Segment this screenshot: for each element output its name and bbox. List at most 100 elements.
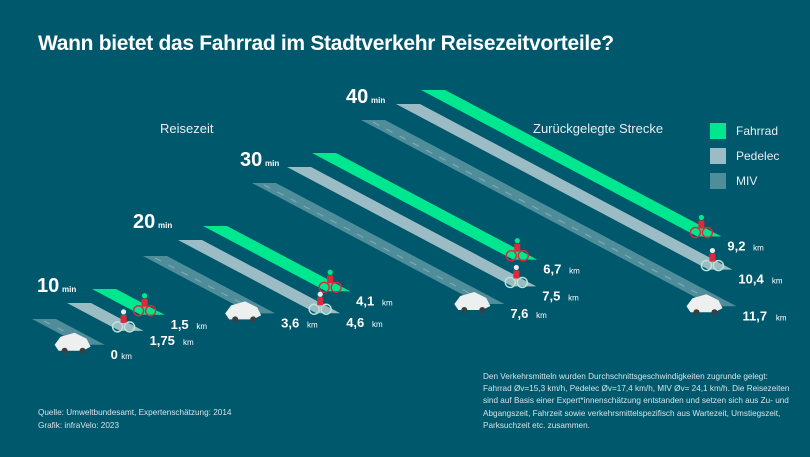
- cyclist-helmet-icon: [317, 291, 323, 297]
- legend-swatch-pedelec: [710, 147, 726, 164]
- time-unit: min: [265, 159, 279, 168]
- bicycle-wheel-icon: [111, 321, 124, 333]
- distance-unit: km: [569, 267, 580, 276]
- distance-value: 6,7: [543, 262, 561, 277]
- stripe-miv: [32, 319, 105, 345]
- time-unit: min: [62, 285, 76, 294]
- distance-label: Zurückgelegte Strecke: [533, 121, 664, 136]
- time-label: 10: [37, 275, 59, 297]
- road-center-line: [372, 121, 719, 305]
- stripe-pedelec: [287, 167, 537, 287]
- distance-unit: km: [568, 293, 579, 302]
- distance-unit: km: [382, 298, 393, 307]
- road-center-line: [263, 184, 487, 303]
- cyclist-helmet-icon: [709, 247, 716, 254]
- stripe-fahrrad: [312, 153, 538, 260]
- cyclist-helmet-icon: [327, 269, 333, 275]
- bicycle-wheel-icon: [132, 305, 145, 317]
- legend-label: Fahrrad: [736, 123, 779, 138]
- distance-unit: km: [772, 277, 783, 286]
- cyclist-helmet-icon: [120, 309, 127, 315]
- stripe-miv: [252, 183, 505, 305]
- bicycle-wheel-icon: [700, 259, 713, 272]
- distance-value: 0: [111, 347, 118, 362]
- car-wheel-icon: [232, 316, 239, 323]
- car-wheel-icon: [479, 307, 486, 314]
- time-label: 30: [240, 149, 262, 171]
- legend-label: MIV: [736, 173, 758, 188]
- bicycle-wheel-icon: [330, 281, 342, 293]
- bicycle-wheel-icon: [123, 321, 136, 333]
- bicycle-wheel-icon: [701, 226, 714, 239]
- bicycle-wheel-icon: [504, 276, 517, 289]
- car-icon: [686, 294, 723, 313]
- legend-item-miv: MIV: [710, 168, 779, 193]
- distance-value: 7,5: [542, 288, 560, 303]
- time-unit: min: [158, 221, 172, 230]
- source-line: Quelle: Umweltbundesamt, Expertenschätzu…: [38, 408, 232, 417]
- bicycle-wheel-icon: [689, 226, 702, 239]
- stripe-fahrrad: [421, 90, 722, 237]
- distance-unit: km: [753, 243, 764, 252]
- legend-swatch-fahrrad: [710, 122, 726, 139]
- distance-unit: km: [121, 352, 132, 361]
- legend-item-fahrrad: Fahrrad: [710, 118, 779, 143]
- distance-unit: km: [183, 338, 194, 347]
- bicycle-wheel-icon: [320, 303, 332, 315]
- car-icon: [54, 332, 91, 351]
- distance-unit: km: [307, 320, 318, 329]
- road-center-line: [154, 257, 258, 312]
- car-wheel-icon: [250, 316, 257, 323]
- cyclist-helmet-icon: [514, 238, 520, 244]
- distance-value: 10,4: [738, 272, 764, 287]
- bicycle-wheel-icon: [517, 249, 529, 262]
- legend-item-pedelec: Pedelec: [710, 143, 779, 168]
- time-label: 20: [133, 211, 155, 233]
- bicycle-wheel-icon: [712, 259, 725, 272]
- car-wheel-icon: [461, 307, 468, 314]
- cyclist-body-icon: [141, 298, 148, 307]
- distance-value: 11,7: [742, 308, 767, 323]
- distance-value: 4,1: [356, 293, 374, 308]
- distance-value: 9,2: [727, 238, 745, 253]
- reisezeit-label: Reisezeit: [160, 121, 214, 136]
- car-wheel-icon: [693, 309, 700, 316]
- cyclist-helmet-icon: [141, 293, 148, 299]
- cyclist-helmet-icon: [698, 214, 704, 221]
- car-icon: [454, 292, 491, 311]
- distance-unit: km: [372, 320, 383, 329]
- legend-swatch-miv: [710, 172, 726, 189]
- bicycle-wheel-icon: [308, 303, 320, 315]
- time-unit: min: [371, 96, 385, 105]
- distance-value: 3,6: [281, 315, 299, 330]
- stripe-fahrrad: [203, 226, 351, 292]
- cyclist-body-icon: [317, 297, 324, 306]
- distance-value: 1,5: [171, 317, 189, 332]
- cyclist-body-icon: [514, 243, 521, 252]
- stripe-miv: [361, 120, 737, 307]
- bicycle-wheel-icon: [144, 305, 157, 317]
- distance-value: 1,75: [150, 333, 175, 348]
- source-info: Quelle: Umweltbundesamt, Expertenschätzu…: [38, 407, 231, 432]
- car-icon: [225, 301, 262, 320]
- credit-line: Grafik: infraVelo: 2023: [38, 420, 120, 430]
- cyclist-helmet-icon: [513, 264, 519, 271]
- distance-unit: km: [196, 322, 207, 331]
- car-wheel-icon: [61, 347, 68, 354]
- car-wheel-icon: [711, 309, 718, 316]
- bicycle-wheel-icon: [516, 276, 529, 289]
- bicycle-wheel-icon: [318, 281, 330, 293]
- methodology-note: Den Verkehrsmitteln wurden Durchschnitts…: [483, 372, 790, 430]
- bicycle-wheel-icon: [505, 249, 517, 262]
- legend-label: Pedelec: [736, 148, 780, 163]
- stripe-pedelec: [178, 240, 341, 314]
- cyclist-body-icon: [120, 314, 127, 323]
- cyclist-body-icon: [327, 275, 334, 284]
- cyclist-body-icon: [513, 270, 520, 279]
- stripe-pedelec: [396, 104, 733, 270]
- stripe-miv: [143, 256, 276, 314]
- car-wheel-icon: [79, 347, 86, 354]
- distance-unit: km: [536, 311, 547, 320]
- distance-value: 4,6: [346, 315, 364, 330]
